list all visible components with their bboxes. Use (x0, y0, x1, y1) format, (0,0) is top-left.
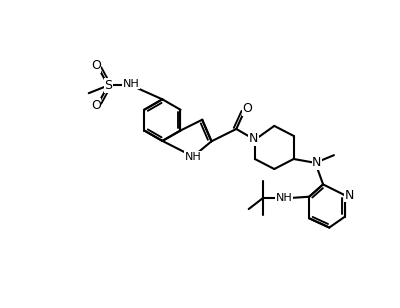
Text: NH: NH (123, 79, 140, 89)
Text: S: S (104, 79, 112, 92)
Text: N: N (345, 189, 354, 202)
Text: O: O (91, 59, 101, 72)
Text: N: N (312, 156, 322, 169)
Text: NH: NH (276, 193, 293, 203)
Text: O: O (91, 99, 101, 112)
Text: O: O (242, 103, 252, 116)
Text: NH: NH (185, 152, 202, 161)
Text: N: N (249, 132, 258, 145)
